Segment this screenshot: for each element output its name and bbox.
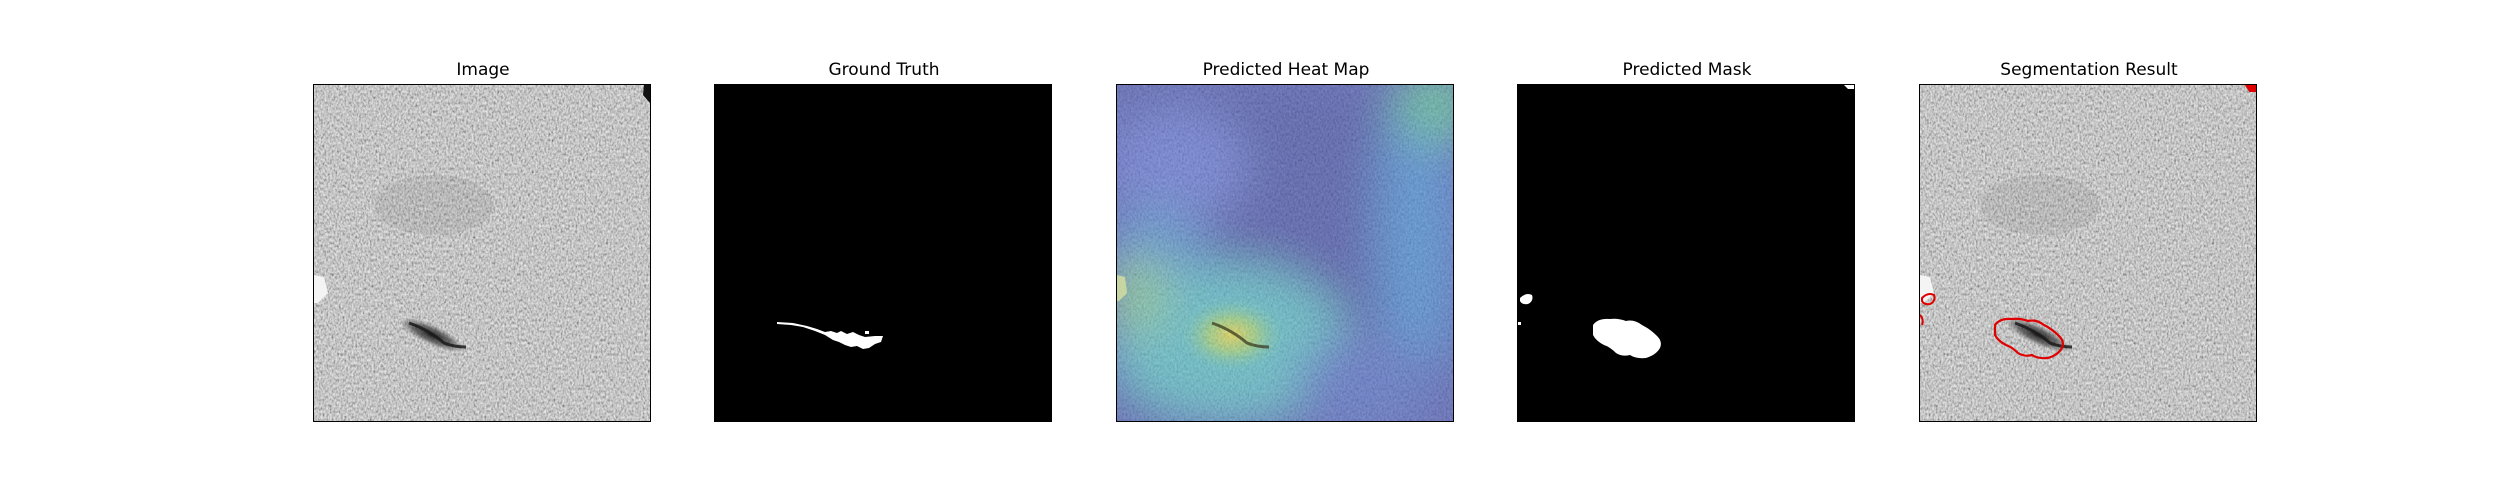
panel-ground-truth: Ground Truth (714, 55, 1054, 455)
segmentation-overlay (1920, 85, 2256, 421)
predicted-region (1593, 318, 1661, 359)
ground-truth-region (777, 322, 883, 349)
segmentation-contour-small (1921, 293, 1936, 306)
panel-segmentation-result: Segmentation Result (1919, 55, 2259, 455)
panel-title-segmentation-result: Segmentation Result (2000, 60, 2178, 80)
panel-predicted-mask: Predicted Mask (1517, 55, 1857, 455)
heatmap-frame (1116, 84, 1454, 422)
panel-title-ground-truth: Ground Truth (828, 60, 940, 80)
segmentation-frame (1919, 84, 2257, 422)
panel-heatmap: Predicted Heat Map (1116, 55, 1456, 455)
grayscale-texture-image (314, 85, 650, 421)
segmentation-contour (1993, 317, 2064, 360)
panel-title-predicted-mask: Predicted Mask (1622, 60, 1752, 80)
panel-title-heatmap: Predicted Heat Map (1202, 60, 1370, 80)
panel-title-image: Image (456, 60, 510, 80)
panel-image: Image (313, 55, 653, 455)
ground-truth-mask (715, 85, 1051, 421)
predicted-mask-frame (1517, 84, 1855, 422)
segmentation-contour-corner (2244, 85, 2256, 92)
predicted-mask (1518, 85, 1854, 421)
ground-truth-frame (714, 84, 1052, 422)
image-frame (313, 84, 651, 422)
heatmap-image (1117, 85, 1453, 421)
